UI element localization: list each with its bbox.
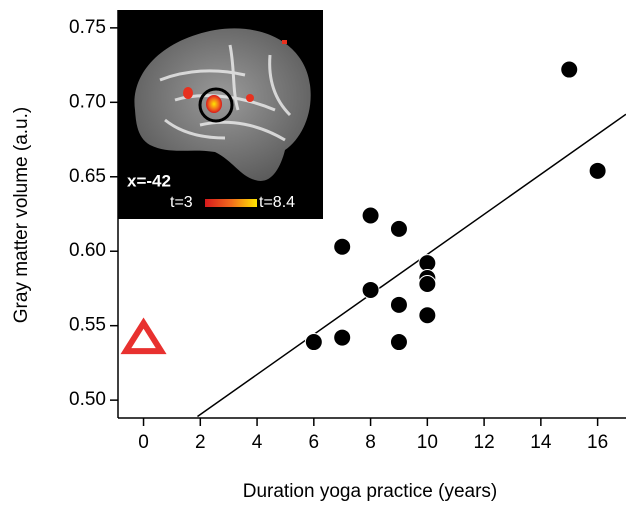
data-point: [361, 280, 380, 299]
triangle-point: [120, 317, 167, 355]
data-point: [361, 206, 380, 225]
data-point: [389, 219, 408, 238]
inset-label: x=-42: [127, 171, 171, 190]
x-tick-label: 16: [587, 432, 608, 453]
data-point: [333, 328, 352, 347]
x-tick-label: 2: [195, 432, 206, 453]
x-tick-label: 12: [474, 432, 495, 453]
fit-line: [197, 113, 626, 418]
data-point: [333, 237, 352, 256]
y-tick-label: 0.65: [69, 166, 106, 187]
y-tick-label: 0.55: [69, 315, 106, 336]
y-axis-title: Gray matter volume (a.u.): [11, 107, 32, 323]
x-axis-title: Duration yoga practice (years): [243, 481, 498, 502]
data-point: [389, 295, 408, 314]
data-point: [418, 306, 437, 325]
x-tick-label: 8: [365, 432, 376, 453]
y-tick-label: 0.60: [69, 240, 106, 261]
data-point: [588, 161, 607, 180]
plot-area: [197, 113, 626, 418]
data-point: [389, 333, 408, 352]
x-tick-label: 10: [417, 432, 438, 453]
y-tick-label: 0.70: [69, 91, 106, 112]
x-tick-label: 0: [138, 432, 149, 453]
data-point: [560, 60, 579, 79]
y-tick-label: 0.50: [69, 389, 106, 410]
data-point: [418, 274, 437, 293]
brain-inset: x=-42 t=3 t=8.4: [118, 10, 323, 219]
x-tick-label: 6: [309, 432, 320, 453]
x-tick-label: 4: [252, 432, 263, 453]
y-tick-label: 0.75: [69, 17, 106, 38]
colorbar: [205, 199, 257, 207]
x-tick-label: 14: [530, 432, 552, 453]
data-point: [304, 333, 323, 352]
colorbar-min-label: t=3: [170, 194, 193, 211]
colorbar-max-label: t=8.4: [259, 194, 295, 211]
